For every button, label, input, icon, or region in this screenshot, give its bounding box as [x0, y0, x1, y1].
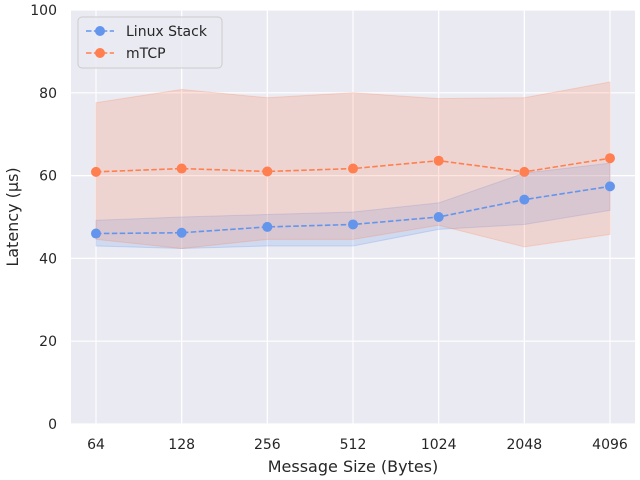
band-linux-stack	[95, 162, 611, 249]
point-mtcp	[433, 155, 444, 166]
y-tick-label: 20	[39, 334, 57, 350]
point-mtcp	[262, 166, 273, 177]
point-linux-stack	[262, 221, 273, 232]
point-linux-stack	[605, 181, 615, 192]
y-tick-label: 40	[39, 251, 57, 267]
x-tick-label: 128	[168, 437, 195, 453]
x-tick-label: 2048	[507, 437, 543, 453]
x-axis-label: Message Size (Bytes)	[268, 457, 439, 476]
x-tick-label: 64	[87, 437, 105, 453]
x-tick-label: 512	[340, 437, 367, 453]
legend-box	[77, 16, 223, 69]
x-tick-labels: 64 128 256 512 1024 2048 4096	[87, 437, 628, 453]
point-linux-stack	[519, 194, 530, 205]
legend-label-linux-stack: Linux Stack	[126, 24, 208, 40]
legend-label-mtcp: mTCP	[126, 46, 166, 62]
point-mtcp	[91, 166, 101, 177]
y-tick-label: 60	[39, 169, 57, 185]
point-linux-stack	[176, 227, 187, 238]
legend-marker-mtcp	[95, 48, 105, 58]
legend: Linux Stack mTCP	[77, 16, 223, 69]
point-mtcp	[176, 163, 187, 174]
point-linux-stack	[348, 219, 358, 230]
y-tick-label: 80	[39, 86, 57, 102]
x-tick-label: 1024	[421, 437, 457, 453]
x-tick-label: 256	[254, 437, 281, 453]
point-mtcp	[348, 163, 358, 174]
y-tick-labels: 0 20 40 60 80 100	[30, 3, 57, 433]
y-tick-label: 0	[48, 417, 57, 433]
point-linux-stack	[91, 228, 101, 239]
point-linux-stack	[433, 212, 444, 222]
point-mtcp	[605, 153, 615, 164]
x-tick-label: 4096	[592, 437, 628, 453]
series-points	[91, 153, 615, 239]
point-mtcp	[519, 166, 530, 177]
y-tick-label: 100	[30, 3, 57, 19]
legend-marker-linux-stack	[95, 26, 105, 36]
y-axis-label: Latency (µs)	[3, 167, 22, 266]
